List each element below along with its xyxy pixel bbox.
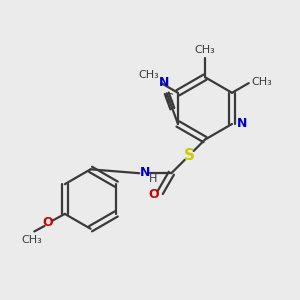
Text: CH₃: CH₃ (21, 235, 42, 245)
Text: O: O (43, 216, 53, 229)
Text: C: C (164, 92, 173, 105)
Text: N: N (159, 76, 170, 89)
Text: S: S (184, 148, 195, 163)
Text: N: N (140, 166, 150, 179)
Text: H: H (149, 174, 157, 184)
Text: CH₃: CH₃ (138, 70, 159, 80)
Text: CH₃: CH₃ (251, 76, 272, 87)
Text: N: N (237, 118, 248, 130)
Text: CH₃: CH₃ (195, 46, 215, 56)
Text: O: O (148, 188, 159, 200)
